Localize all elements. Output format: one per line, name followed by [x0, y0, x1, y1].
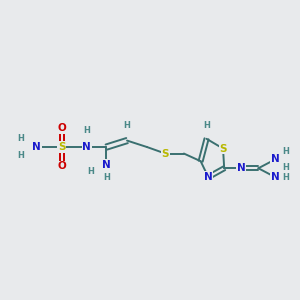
Text: N: N: [32, 142, 41, 152]
Text: S: S: [58, 142, 65, 152]
Text: O: O: [57, 123, 66, 133]
Text: N: N: [237, 163, 246, 173]
Text: H: H: [283, 172, 290, 182]
Text: O: O: [57, 161, 66, 171]
Text: H: H: [283, 147, 290, 156]
Text: H: H: [283, 163, 290, 172]
Text: N: N: [271, 154, 280, 164]
Text: N: N: [82, 142, 91, 152]
Text: S: S: [162, 148, 169, 158]
Text: S: S: [219, 143, 227, 154]
Text: N: N: [102, 160, 111, 170]
Text: H: H: [88, 167, 94, 176]
Text: H: H: [18, 151, 25, 160]
Text: N: N: [204, 172, 213, 182]
Text: H: H: [103, 172, 110, 182]
Text: H: H: [124, 122, 130, 130]
Text: H: H: [18, 134, 25, 143]
Text: N: N: [271, 172, 280, 182]
Text: H: H: [203, 122, 210, 130]
Text: H: H: [83, 126, 90, 135]
